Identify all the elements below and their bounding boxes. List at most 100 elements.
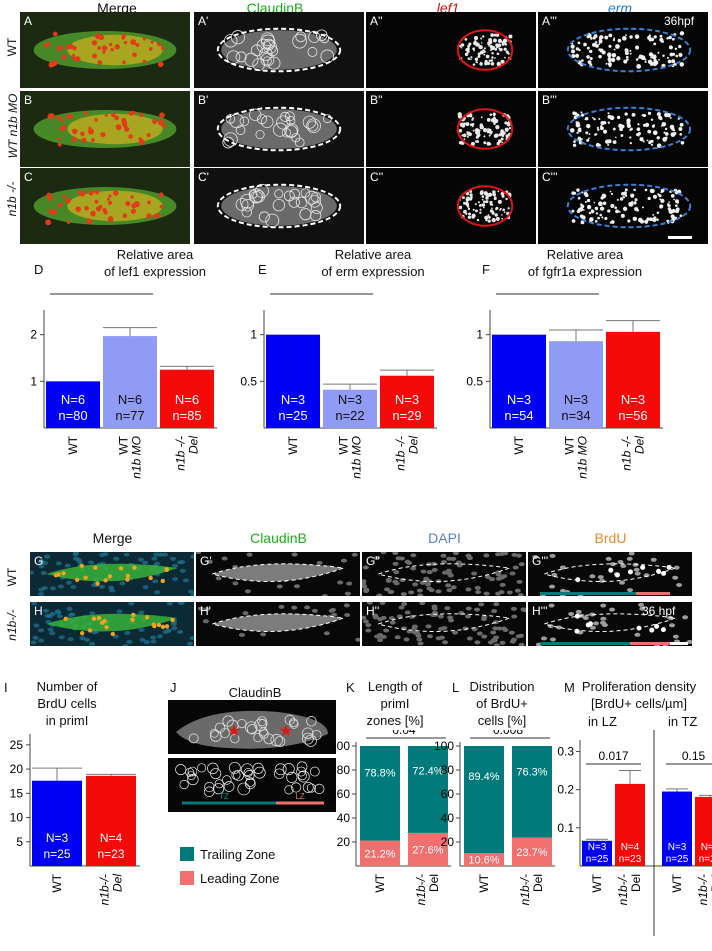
erm-dot bbox=[601, 50, 606, 55]
nucleus bbox=[366, 602, 373, 605]
lef1-dot bbox=[500, 191, 505, 196]
dapi-background bbox=[362, 602, 526, 646]
nucleus bbox=[142, 560, 149, 565]
nucleus bbox=[321, 593, 328, 596]
cell-outline bbox=[307, 120, 319, 132]
erm-dot bbox=[671, 59, 676, 64]
nucleus bbox=[170, 556, 177, 561]
nucleus bbox=[506, 590, 513, 595]
bar-n-label: n=23 bbox=[619, 854, 642, 865]
panel-a bbox=[20, 12, 190, 88]
nucleus bbox=[152, 579, 159, 584]
x-category-label: WT bbox=[670, 873, 684, 892]
nucleus bbox=[123, 552, 130, 557]
lef1-dot bbox=[486, 141, 491, 146]
cell-outline bbox=[235, 198, 249, 211]
lef1-dot bbox=[463, 122, 466, 126]
lef1-dot bbox=[458, 141, 463, 145]
panel-bppp bbox=[538, 91, 708, 167]
merge-dot bbox=[107, 216, 114, 223]
erm-dot bbox=[620, 213, 625, 218]
lef1-dot bbox=[475, 130, 480, 135]
lef1-dot bbox=[476, 218, 480, 222]
erm-dot bbox=[624, 112, 628, 116]
y-tick-label: 60 bbox=[337, 787, 351, 801]
j-cell-outline bbox=[188, 733, 199, 744]
nucleus bbox=[119, 581, 126, 586]
bar-n-label: n=54 bbox=[504, 408, 533, 423]
chart-d-title: Relative area of lef1 expression bbox=[70, 246, 240, 280]
lef1-dot bbox=[507, 52, 510, 55]
erm-dot bbox=[593, 201, 596, 204]
j-cell-outline bbox=[259, 729, 269, 739]
bar bbox=[606, 331, 660, 428]
erm-dot bbox=[652, 130, 658, 136]
erm-dot bbox=[574, 53, 580, 58]
j-cell-outline bbox=[302, 781, 314, 793]
bar-trailing-zone bbox=[360, 746, 400, 841]
bar bbox=[662, 791, 692, 866]
nucleus bbox=[102, 552, 109, 557]
erm-dot bbox=[586, 204, 592, 210]
merge-dot bbox=[158, 192, 164, 198]
x-category-label: n1b MO bbox=[350, 436, 364, 479]
erm-dot bbox=[615, 44, 620, 49]
erm-dot bbox=[580, 113, 585, 117]
merge-dot bbox=[133, 201, 140, 207]
erm-dot bbox=[644, 60, 647, 64]
panel-ap bbox=[194, 12, 364, 88]
nucleus bbox=[441, 559, 448, 564]
merge-tissue bbox=[46, 563, 178, 582]
nucleus bbox=[517, 593, 524, 596]
nucleus bbox=[393, 581, 400, 586]
cell-outline bbox=[254, 183, 269, 198]
nucleus bbox=[88, 560, 95, 565]
nucleus bbox=[465, 553, 472, 558]
lef1-dot bbox=[489, 131, 493, 135]
nucleus bbox=[638, 602, 645, 607]
cell-outline bbox=[272, 198, 286, 212]
merge-dot bbox=[128, 110, 134, 116]
erm-dot bbox=[668, 35, 672, 40]
cell-outline bbox=[223, 132, 238, 147]
nucleus bbox=[600, 616, 607, 621]
erm-dot bbox=[600, 196, 604, 200]
nucleus bbox=[432, 612, 439, 617]
nucleus bbox=[54, 609, 61, 614]
y-tick-label: 40 bbox=[441, 811, 455, 825]
primordium-outline bbox=[216, 183, 342, 229]
merge-dot bbox=[142, 37, 146, 41]
erm-dot bbox=[598, 43, 601, 46]
erm-dot bbox=[633, 188, 636, 192]
panel-letter: C'' bbox=[370, 170, 384, 184]
lef1-dot bbox=[490, 62, 495, 66]
erm-dot bbox=[644, 122, 650, 127]
legend-trailing-swatch bbox=[180, 847, 194, 861]
nucleus bbox=[186, 641, 193, 646]
merge-dot bbox=[102, 50, 106, 54]
erm-dot bbox=[680, 140, 685, 145]
nucleus bbox=[419, 602, 426, 606]
erm-dot bbox=[629, 128, 632, 132]
erm-dot bbox=[589, 49, 593, 54]
erm-dot bbox=[679, 122, 684, 127]
lef1-dot bbox=[485, 200, 489, 204]
nucleus bbox=[431, 606, 438, 611]
erm-dot bbox=[570, 49, 576, 54]
chart-m-title-1: Proliferation density bbox=[581, 679, 697, 694]
nucleus bbox=[343, 603, 350, 608]
merge-dot bbox=[100, 131, 106, 138]
nucleus bbox=[403, 637, 410, 642]
y-tick-label: 0.5 bbox=[466, 374, 483, 388]
panel-bp-image bbox=[194, 91, 364, 167]
lef1-dot bbox=[465, 202, 470, 207]
panel-letter: G'' bbox=[366, 554, 380, 568]
merge-dot bbox=[97, 60, 103, 65]
erm-dot bbox=[594, 133, 597, 136]
nucleus bbox=[293, 584, 300, 589]
nucleus bbox=[446, 571, 453, 576]
lef1-dot bbox=[457, 114, 462, 119]
erm-dot bbox=[584, 193, 589, 198]
nucleus bbox=[619, 580, 626, 585]
bar bbox=[323, 389, 377, 428]
